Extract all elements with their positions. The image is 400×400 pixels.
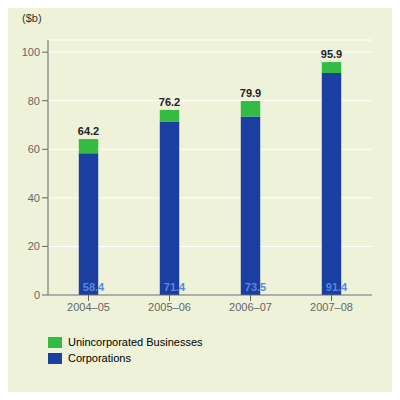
svg-text:60: 60 — [28, 143, 40, 155]
svg-text:58.4: 58.4 — [83, 281, 105, 293]
svg-text:79.9: 79.9 — [240, 87, 261, 99]
svg-text:6.4: 6.4 — [245, 102, 261, 114]
svg-text:2006–07: 2006–07 — [229, 301, 272, 313]
svg-text:0: 0 — [34, 289, 40, 301]
svg-text:100: 100 — [22, 46, 40, 58]
html-text:($b): ($b) — [22, 12, 42, 24]
svg-text:4.8: 4.8 — [164, 109, 179, 121]
svg-text:2005–06: 2005–06 — [148, 301, 191, 313]
svg-text:40: 40 — [28, 192, 40, 204]
svg-text:71.4: 71.4 — [164, 281, 186, 293]
html-text:Corporations: Corporations — [68, 352, 131, 364]
svg-text:2004–05: 2004–05 — [67, 301, 110, 313]
svg-text:4.5: 4.5 — [326, 60, 341, 72]
svg-text:73.5: 73.5 — [245, 281, 266, 293]
svg-text:91.4: 91.4 — [326, 281, 348, 293]
svg-text:76.2: 76.2 — [159, 96, 180, 108]
svg-text:95.9: 95.9 — [321, 48, 342, 60]
svg-text:64.2: 64.2 — [78, 125, 99, 137]
svg-text:2007–08: 2007–08 — [310, 301, 353, 313]
svg-text:20: 20 — [28, 240, 40, 252]
svg-text:5.8: 5.8 — [83, 139, 98, 151]
svg-text:80: 80 — [28, 95, 40, 107]
html-text:Unincorporated Businesses: Unincorporated Businesses — [68, 336, 203, 348]
